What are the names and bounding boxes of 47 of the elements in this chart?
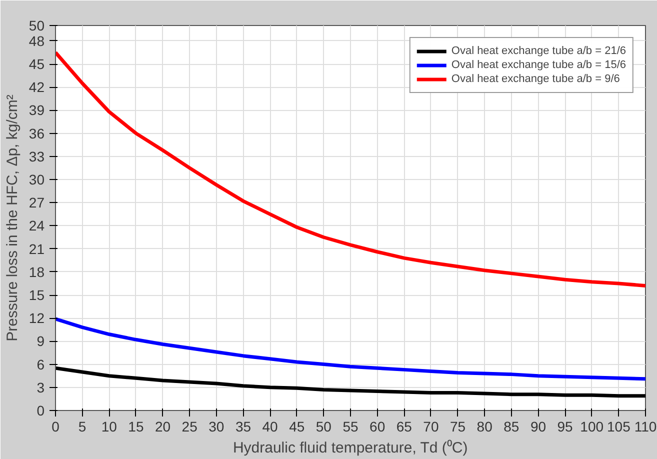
legend-label: Oval heat exchange tube a/b = 9/6	[451, 72, 620, 86]
x-tick-label: 40	[262, 418, 278, 434]
y-tick-label: 30	[28, 172, 45, 188]
y-tick-label: 39	[28, 102, 45, 118]
x-tick-label: 55	[342, 418, 358, 434]
x-tick-label: 85	[504, 418, 520, 434]
legend-label: Oval heat exchange tube a/b = 15/6	[451, 58, 626, 72]
x-tick-label: 70	[423, 418, 439, 434]
y-tick-label: 33	[28, 148, 45, 164]
x-tick-label: 45	[289, 418, 305, 434]
x-tick-label: 95	[557, 418, 574, 434]
x-tick-label: 110	[634, 418, 657, 434]
x-tick-label: 75	[450, 418, 466, 434]
y-tick-label: 48	[28, 32, 45, 49]
x-tick-label: 80	[476, 418, 493, 434]
y-tick-label: 18	[28, 264, 45, 280]
x-tick-label: 65	[396, 418, 412, 434]
y-tick-label: 9	[36, 333, 45, 350]
x-tick-label: 0	[52, 418, 60, 434]
x-tick-label: 10	[101, 418, 118, 434]
x-tick-label: 90	[530, 418, 546, 434]
x-tick-label: 30	[208, 418, 224, 434]
x-tick-label: 105	[607, 418, 631, 434]
x-tick-label: 20	[154, 418, 171, 434]
line-series	[56, 317, 646, 381]
y-tick-label: 12	[28, 310, 45, 326]
x-tick-label: 5	[78, 418, 86, 434]
legend-label: Oval heat exchange tube a/b = 21/6	[451, 44, 626, 58]
y-tick-label: 6	[36, 356, 45, 372]
x-tick-label: 25	[182, 418, 198, 434]
y-tick-label: 36	[28, 125, 45, 142]
y-tick-label: 50	[28, 18, 45, 34]
x-tick-label: 100	[580, 418, 604, 434]
x-tick-label: 15	[128, 418, 144, 434]
y-tick-label: 21	[28, 240, 45, 257]
y-tick-label: 3	[36, 379, 45, 396]
y-axis-title: Pressure loss in the HFC, Δp, kg/cm²	[4, 94, 21, 342]
y-tick-label: 0	[36, 402, 45, 418]
y-tick-label: 45	[28, 56, 45, 72]
y-tick-label: 24	[28, 218, 45, 234]
y-tick-label: 15	[28, 287, 45, 303]
y-tick-label: 42	[28, 79, 45, 96]
x-axis-title: Hydraulic fluid temperature, Td (⁰C)	[232, 440, 468, 456]
x-tick-label: 35	[235, 418, 252, 434]
x-tick-label: 50	[316, 418, 332, 434]
y-tick-label: 27	[28, 194, 45, 211]
x-tick-label: 60	[370, 418, 386, 434]
